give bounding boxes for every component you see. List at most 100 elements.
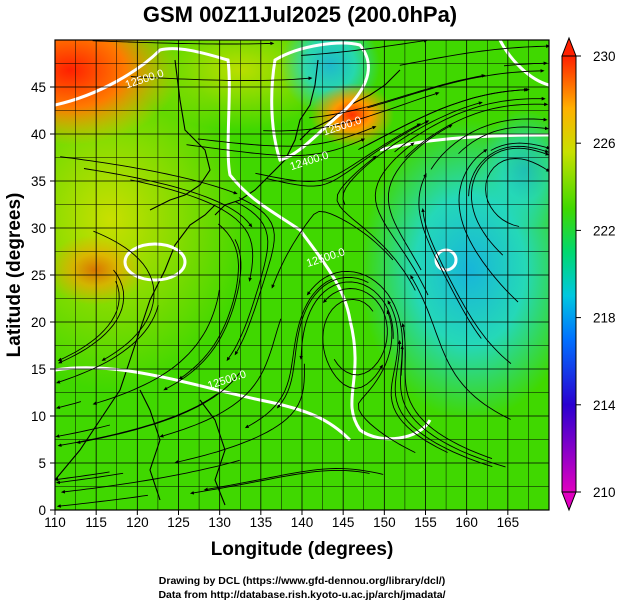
contour-ring-west: [123, 242, 187, 282]
streamline: [503, 61, 548, 67]
streamline: [159, 318, 282, 438]
y-tick-label: 30: [31, 221, 46, 236]
contour-northeast: [270, 41, 370, 162]
streamline: [55, 401, 82, 409]
streamline: [189, 469, 370, 495]
field-warm-northeast: [310, 83, 394, 147]
streamlines: [55, 40, 549, 508]
streamline: [490, 142, 549, 151]
streamline: [299, 281, 394, 360]
colorbar-tick-label: 222: [593, 223, 616, 238]
streamline: [342, 101, 483, 205]
streamline: [468, 145, 549, 197]
colorbar-tick-label: 218: [593, 311, 616, 326]
x-tick-label: 165: [497, 515, 520, 530]
streamline: [387, 300, 448, 453]
streamline: [174, 363, 305, 464]
y-axis-label: Latitude (degrees): [4, 193, 25, 358]
y-tick-label: 15: [31, 362, 46, 377]
y-tick-label: 35: [31, 174, 46, 189]
streamline: [83, 168, 253, 228]
streamline: [60, 459, 240, 494]
streamline: [58, 269, 125, 364]
streamline: [471, 147, 549, 256]
streamline: [56, 494, 148, 508]
colorbar: 210 214 218 222 226 230: [561, 36, 616, 512]
streamline: [263, 92, 440, 132]
x-tick-label: 135: [250, 515, 273, 530]
plot-area: [55, 40, 549, 510]
streamline: [234, 197, 275, 356]
streamline: [271, 210, 394, 289]
streamline: [163, 239, 242, 391]
streamline: [387, 124, 453, 271]
streamline: [359, 87, 530, 150]
streamline: [421, 208, 512, 364]
field-warm-corner: [55, 40, 180, 145]
streamline: [130, 179, 254, 282]
x-tick-label: 145: [332, 515, 355, 530]
x-tick-label: 160: [455, 515, 478, 530]
streamline: [401, 322, 493, 460]
y-tick-label: 25: [31, 268, 46, 283]
streamline: [374, 142, 429, 296]
streamline: [197, 126, 377, 147]
x-tick-label: 150: [373, 515, 396, 530]
streamline: [55, 305, 159, 384]
streamline: [458, 148, 519, 303]
contour-north: [55, 47, 432, 441]
streamline: [55, 424, 111, 438]
contour-ne-far: [498, 40, 549, 87]
streamline: [358, 309, 416, 454]
streamline: [60, 156, 238, 195]
streamline: [92, 289, 220, 405]
streamline: [130, 76, 313, 81]
contour-east: [379, 133, 549, 152]
x-tick-label: 125: [167, 515, 190, 530]
streamline: [394, 96, 546, 153]
colorbar-top-triangle: [561, 36, 577, 57]
streamline: [244, 278, 333, 429]
streamline: [186, 138, 366, 157]
streamline: [55, 472, 124, 485]
x-tick-label: 120: [126, 515, 149, 530]
x-tick-label: 110: [44, 515, 66, 530]
y-tick-label: 45: [31, 80, 46, 95]
streamline: [255, 123, 421, 182]
y-tick-label: 40: [31, 127, 46, 142]
credit-line-1: Drawing by DCL (https://www.gfd-dennou.o…: [159, 575, 445, 587]
colorbar-tick-label: 214: [593, 398, 616, 413]
y-tick-label: 10: [31, 409, 46, 424]
streamline: [418, 173, 482, 339]
streamline: [309, 74, 486, 119]
x-tick-label: 155: [414, 515, 437, 530]
x-tick-label: 130: [208, 515, 231, 530]
streamline: [399, 44, 549, 66]
streamline: [226, 201, 269, 362]
streamline: [55, 471, 110, 482]
streamline: [485, 158, 549, 227]
streamline: [394, 339, 493, 468]
streamline: [336, 155, 416, 291]
x-tick-label: 115: [85, 515, 107, 530]
streamline: [400, 345, 506, 468]
y-axis: 0 5 10 15 20 25 30 35 40 45: [31, 80, 55, 518]
streamline: [458, 126, 549, 155]
x-axis-label: Longitude (degrees): [211, 539, 394, 560]
streamline: [322, 298, 383, 389]
y-tick-label: 0: [38, 503, 46, 518]
streamline: [266, 120, 430, 187]
streamline: [76, 372, 241, 444]
y-tick-label: 5: [38, 456, 46, 471]
colorbar-bottom-triangle: [561, 491, 577, 512]
colorbar-tick-label: 210: [593, 485, 616, 500]
streamline: [276, 276, 369, 409]
y-tick-label: 20: [31, 315, 46, 330]
colorbar-tick-label: 226: [593, 136, 616, 151]
streamline: [367, 69, 545, 109]
streamline: [57, 280, 120, 361]
streamline: [93, 230, 155, 361]
x-tick-label: 140: [291, 515, 314, 530]
colorbar-body: [561, 55, 577, 493]
